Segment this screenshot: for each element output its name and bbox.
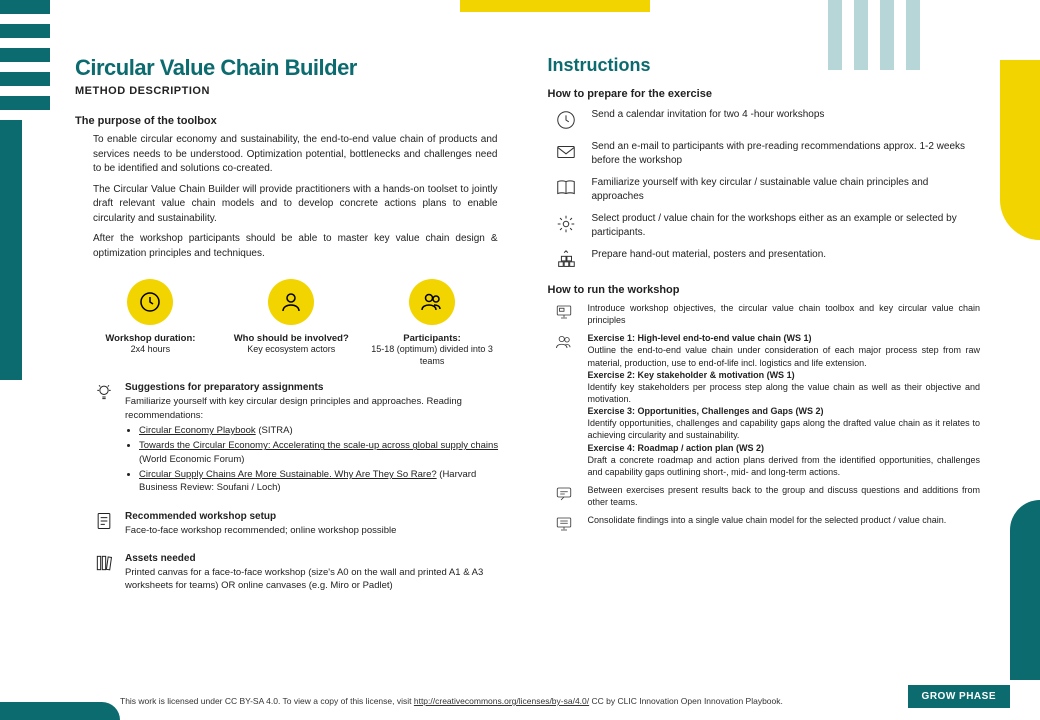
mail-icon — [554, 140, 578, 164]
exercise-title: Exercise 3: Opportunities, Challenges an… — [588, 406, 824, 416]
assets-block: Assets needed Printed canvas for a face-… — [93, 552, 508, 593]
screen-icon — [554, 514, 574, 534]
badge-sub: Key ecosystem actors — [226, 344, 357, 356]
setup-body: Face-to-face workshop recommended; onlin… — [125, 524, 508, 537]
left-column: Circular Value Chain Builder METHOD DESC… — [75, 55, 508, 690]
reading-list: Circular Economy Playbook (SITRA) Toward… — [139, 424, 508, 494]
license-footer: This work is licensed under CC BY-SA 4.0… — [120, 696, 860, 706]
prep-step: Familiarize yourself with key circular /… — [554, 176, 981, 204]
chat-icon — [554, 484, 574, 504]
prep-step-text: Send a calendar invitation for two 4 -ho… — [592, 108, 981, 122]
book-icon — [554, 176, 578, 200]
assets-heading: Assets needed — [125, 552, 508, 566]
prep-heading: Suggestions for preparatory assignments — [125, 381, 508, 395]
prep-suggestions: Suggestions for preparatory assignments … — [93, 381, 508, 496]
setup-block: Recommended workshop setup Face-to-face … — [93, 510, 508, 537]
run-step-exercises: Exercise 1: High-level end-to-end value … — [554, 332, 981, 478]
run-step-text: Introduce workshop objectives, the circu… — [588, 302, 981, 326]
exercise-title: Exercise 1: High-level end-to-end value … — [588, 333, 812, 343]
badge-row: Workshop duration: 2x4 hours Who should … — [85, 279, 498, 367]
reading-item: Circular Economy Playbook (SITRA) — [139, 424, 508, 437]
blocks-icon — [554, 248, 578, 272]
reading-item: Towards the Circular Economy: Accelerati… — [139, 439, 508, 466]
badge-label: Participants: — [367, 333, 498, 344]
prep-step: Send an e-mail to participants with pre-… — [554, 140, 981, 168]
badge-label: Who should be involved? — [226, 333, 357, 344]
person-icon — [268, 279, 314, 325]
books-icon — [93, 552, 115, 574]
prep-step: Prepare hand-out material, posters and p… — [554, 248, 981, 272]
clock-icon — [127, 279, 173, 325]
deco-right-teal — [1010, 500, 1040, 680]
deco-right-yellow — [1000, 60, 1040, 240]
run-step-text: Between exercises present results back t… — [588, 484, 981, 508]
deco-top-yellow — [460, 0, 650, 12]
run-step: Introduce workshop objectives, the circu… — [554, 302, 981, 326]
badge-participants: Participants: 15-18 (optimum) divided in… — [367, 279, 498, 367]
reading-link[interactable]: Circular Economy Playbook — [139, 425, 256, 436]
deco-left-teal — [0, 120, 22, 380]
deco-left-bars — [0, 0, 50, 120]
purpose-heading: The purpose of the toolbox — [75, 115, 508, 127]
clock-icon — [554, 108, 578, 132]
run-heading: How to run the workshop — [548, 284, 981, 296]
people-icon — [409, 279, 455, 325]
reading-item: Circular Supply Chains Are More Sustaina… — [139, 468, 508, 495]
exercise-title: Exercise 4: Roadmap / action plan (WS 2) — [588, 443, 765, 453]
badge-duration: Workshop duration: 2x4 hours — [85, 279, 216, 367]
reading-tail: (SITRA) — [256, 425, 293, 436]
people-icon — [554, 332, 574, 352]
page-subtitle: METHOD DESCRIPTION — [75, 85, 508, 97]
purpose-p3: After the workshop participants should b… — [93, 232, 498, 261]
reading-link[interactable]: Towards the Circular Economy: Accelerati… — [139, 440, 498, 451]
purpose-p2: The Circular Value Chain Builder will pr… — [93, 183, 498, 227]
footer-link[interactable]: http://creativecommons.org/licenses/by-s… — [414, 696, 589, 706]
purpose-p1: To enable circular economy and sustainab… — [93, 133, 498, 177]
prep-heading: How to prepare for the exercise — [548, 88, 981, 100]
exercise-title: Exercise 2: Key stakeholder & motivation… — [588, 370, 795, 380]
badge-sub: 2x4 hours — [85, 344, 216, 356]
prep-step-text: Send an e-mail to participants with pre-… — [592, 140, 981, 168]
lightbulb-icon — [93, 381, 115, 403]
run-step: Consolidate findings into a single value… — [554, 514, 981, 534]
instructions-title: Instructions — [548, 55, 981, 76]
prep-step-text: Prepare hand-out material, posters and p… — [592, 248, 981, 262]
footer-pre: This work is licensed under CC BY-SA 4.0… — [120, 696, 414, 706]
badge-who: Who should be involved? Key ecosystem ac… — [226, 279, 357, 367]
prep-step: Select product / value chain for the wor… — [554, 212, 981, 240]
page-title: Circular Value Chain Builder — [75, 55, 508, 81]
run-step-text: Consolidate findings into a single value… — [588, 514, 981, 526]
grow-phase-badge: GROW PHASE — [908, 685, 1010, 708]
badge-sub: 15-18 (optimum) divided into 3 teams — [367, 344, 498, 367]
prep-step-text: Select product / value chain for the wor… — [592, 212, 981, 240]
badge-label: Workshop duration: — [85, 333, 216, 344]
page-icon — [93, 510, 115, 532]
prep-step-text: Familiarize yourself with key circular /… — [592, 176, 981, 204]
right-column: Instructions How to prepare for the exer… — [548, 55, 981, 690]
gear-icon — [554, 212, 578, 236]
prep-step: Send a calendar invitation for two 4 -ho… — [554, 108, 981, 132]
reading-tail: (World Economic Forum) — [139, 454, 244, 465]
setup-heading: Recommended workshop setup — [125, 510, 508, 524]
exercise-body: Draft a concrete roadmap and action plan… — [588, 455, 981, 477]
assets-body: Printed canvas for a face-to-face worksh… — [125, 566, 508, 593]
footer-post: CC by CLIC Innovation Open Innovation Pl… — [589, 696, 783, 706]
exercise-body: Outline the end-to-end value chain under… — [588, 345, 981, 367]
screen-icon — [554, 302, 574, 322]
deco-bottom-teal — [0, 702, 120, 720]
prep-intro: Familiarize yourself with key circular d… — [125, 395, 508, 422]
exercise-body: Identify key stakeholders per process st… — [588, 382, 981, 404]
exercise-body: Identify opportunities, challenges and c… — [588, 418, 981, 440]
reading-link[interactable]: Circular Supply Chains Are More Sustaina… — [139, 469, 437, 480]
run-step: Between exercises present results back t… — [554, 484, 981, 508]
